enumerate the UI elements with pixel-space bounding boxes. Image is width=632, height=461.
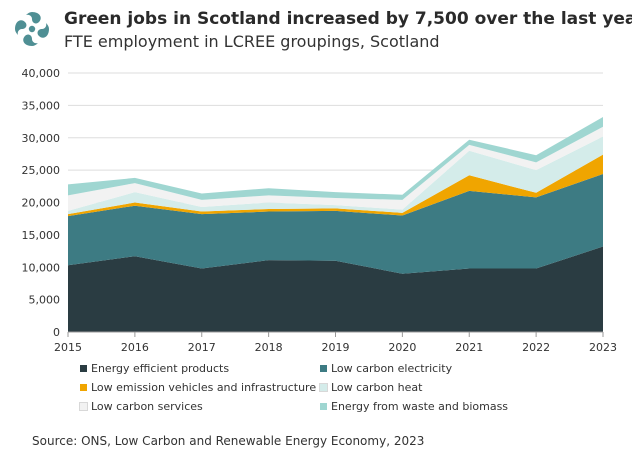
legend-item: Low carbon heat bbox=[319, 381, 560, 394]
y-tick-label: 35,000 bbox=[22, 99, 61, 112]
x-tick-label: 2015 bbox=[54, 341, 82, 354]
x-tick-label: 2022 bbox=[522, 341, 550, 354]
legend-swatch bbox=[319, 383, 328, 392]
legend-swatch bbox=[320, 365, 327, 372]
area-series-low-carbon-services bbox=[68, 126, 603, 211]
legend-item: Low carbon services bbox=[79, 400, 320, 413]
legend-swatch bbox=[79, 402, 88, 411]
legend-label: Low carbon services bbox=[91, 400, 203, 413]
x-tick-label: 2018 bbox=[255, 341, 283, 354]
area-series-energy-efficient-products bbox=[68, 246, 603, 332]
legend-label: Low carbon electricity bbox=[331, 362, 453, 375]
y-tick-label: 40,000 bbox=[22, 67, 61, 80]
legend-swatch bbox=[80, 384, 87, 391]
legend-item: Low emission vehicles and infrastructure bbox=[80, 381, 320, 394]
area-series-group bbox=[68, 117, 603, 332]
legend-item: Low carbon electricity bbox=[320, 362, 560, 375]
legend-item: Energy efficient products bbox=[80, 362, 320, 375]
y-tick-label: 20,000 bbox=[22, 197, 61, 210]
y-tick-label: 5,000 bbox=[29, 294, 61, 307]
x-tick-label: 2023 bbox=[589, 341, 617, 354]
y-tick-label: 15,000 bbox=[22, 229, 61, 242]
x-tick-label: 2020 bbox=[388, 341, 416, 354]
legend-label: Energy from waste and biomass bbox=[331, 400, 509, 413]
y-tick-label: 30,000 bbox=[22, 132, 61, 145]
chart-subtitle: FTE employment in LCREE groupings, Scotl… bbox=[64, 32, 440, 51]
legend-swatch bbox=[320, 403, 327, 410]
y-tick-label: 25,000 bbox=[22, 164, 61, 177]
axes: 0 5,000 10,000 15,000 20,000 25,000 30,000 35,0… bbox=[22, 67, 618, 354]
x-tick-label: 2019 bbox=[322, 341, 350, 354]
legend-label: Low carbon heat bbox=[331, 381, 423, 394]
area-series-low-carbon-electricity bbox=[68, 174, 603, 274]
x-tick-label: 2017 bbox=[188, 341, 216, 354]
x-tick-label: 2021 bbox=[455, 341, 483, 354]
y-tick-label: 10,000 bbox=[22, 261, 61, 274]
chart-legend: Energy efficient products Low carbon elec… bbox=[79, 362, 600, 413]
legend-label: Low emission vehicles and infrastructure bbox=[91, 381, 317, 394]
x-tick-label: 2016 bbox=[121, 341, 149, 354]
legend-label: Energy efficient products bbox=[91, 362, 230, 375]
area-series-low-carbon-heat bbox=[68, 136, 603, 215]
legend-item: Energy from waste and biomass bbox=[320, 400, 560, 413]
chart-title: Green jobs in Scotland increased by 7,50… bbox=[64, 9, 632, 29]
area-series-low-emission-vehicles-and-infrastructure bbox=[68, 154, 603, 217]
legend-swatch bbox=[80, 365, 87, 372]
source-note: Source: ONS, Low Carbon and Renewable En… bbox=[32, 434, 425, 448]
stacked-area-chart: 0 5,000 10,000 15,000 20,000 25,000 30,000 35,0… bbox=[22, 67, 618, 354]
swirl-logo-icon bbox=[15, 12, 49, 46]
y-tick-label: 0 bbox=[53, 326, 60, 339]
